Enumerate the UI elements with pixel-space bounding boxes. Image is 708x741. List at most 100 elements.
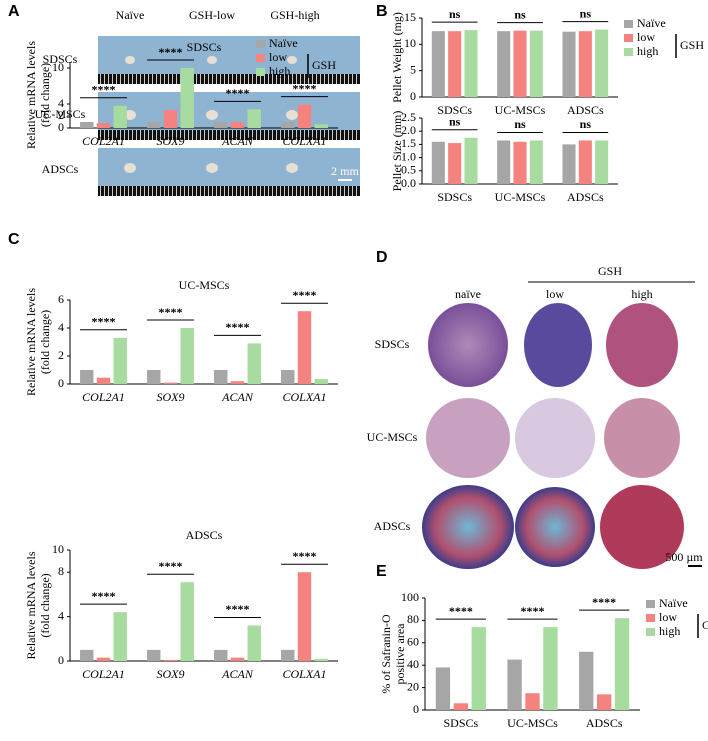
ruler: [98, 130, 360, 140]
significance-label: ****: [226, 602, 250, 616]
x-tick-label: SOX9: [157, 390, 185, 404]
bar: [80, 370, 94, 384]
y-tick-label: 4: [58, 320, 64, 334]
y-tick-label: 2.0: [401, 123, 416, 137]
x-tick-label: COL2A1: [82, 134, 125, 148]
legend-label: Naïve: [659, 596, 688, 610]
bar: [513, 30, 527, 97]
legend-group-label: GSH: [680, 38, 704, 52]
significance-label: ns: [449, 7, 461, 21]
y-tick-label: 2.5: [401, 110, 416, 124]
panel-letter: E: [376, 563, 387, 580]
x-tick-label: SDSCs: [443, 716, 478, 730]
x-tick-label: COLXA1: [282, 390, 326, 404]
bar: [180, 68, 194, 128]
significance-label: ns: [449, 115, 461, 129]
bar: [562, 144, 576, 184]
chart-title: SDSCs: [187, 40, 222, 54]
bar: [314, 124, 328, 128]
y-axis-label: Pellet Weight (mg): [390, 12, 404, 103]
bar: [471, 627, 486, 710]
bar: [180, 582, 194, 661]
x-tick-label: ADSCs: [567, 190, 604, 204]
significance-label: ****: [159, 559, 183, 573]
column-label: GSH-high: [270, 8, 319, 22]
pellets: [124, 56, 298, 173]
significance-label: ****: [226, 320, 250, 334]
significance-label: ****: [226, 86, 250, 100]
bar: [314, 658, 328, 661]
column-label: low: [546, 287, 564, 301]
legend-swatch: [256, 68, 265, 76]
legend-label: Naïve: [637, 16, 666, 30]
significance-label: ****: [592, 595, 616, 609]
panel-letter: D: [376, 249, 388, 266]
legend-group-label: GSH: [702, 618, 708, 632]
y-tick-label: 1.0: [401, 149, 416, 163]
legend-swatch: [624, 20, 633, 28]
bar: [147, 122, 161, 128]
significance-label: ns: [514, 7, 526, 21]
bar: [230, 122, 245, 128]
x-tick-label: UC-MSCs: [495, 103, 546, 117]
y-tick-label: 2: [58, 108, 64, 122]
bar: [113, 612, 127, 661]
legend-group-label: GSH: [312, 58, 336, 72]
x-tick-label: SOX9: [157, 134, 185, 148]
significance-label: ns: [514, 117, 526, 131]
bar: [513, 141, 527, 184]
bar: [147, 370, 161, 384]
bar: [297, 311, 312, 384]
significance-label: ****: [92, 589, 116, 603]
significance-label: ****: [159, 305, 183, 319]
column-label: GSH-low: [189, 8, 235, 22]
chart-title: UC-MSCs: [179, 278, 230, 292]
bar: [435, 667, 451, 710]
x-tick-label: UC-MSCs: [495, 190, 546, 204]
bar: [464, 137, 478, 184]
bar: [281, 370, 295, 384]
bar: [230, 657, 245, 661]
bar: [543, 627, 558, 710]
y-tick-label: 100: [401, 590, 419, 604]
column-label: high: [631, 287, 652, 301]
y-axis-label: (fold change): [38, 573, 52, 637]
bar: [163, 382, 178, 384]
legend-swatch: [624, 48, 633, 56]
x-tick-label: SDSCs: [437, 190, 472, 204]
bar: [163, 659, 178, 661]
bar: [497, 31, 511, 98]
bar: [214, 649, 228, 661]
y-tick-label: 6: [58, 292, 64, 306]
bar: [180, 328, 194, 384]
row-label: ADSCs: [374, 519, 411, 533]
y-tick-label: 20: [407, 679, 419, 693]
x-tick-label: ADSCs: [567, 103, 604, 117]
panel-letter: B: [376, 3, 388, 20]
bar: [147, 649, 161, 661]
significance-label: ****: [449, 604, 473, 618]
x-tick-label: ADSCs: [586, 716, 623, 730]
y-axis-label: % of Safranin-O: [379, 614, 393, 694]
panel-letter: A: [8, 3, 20, 20]
legend-label: Naïve: [269, 36, 298, 50]
y-tick-label: 0: [58, 120, 64, 134]
legend-swatch: [256, 40, 265, 48]
scale-label: 2 mm: [331, 164, 359, 178]
bar: [578, 140, 592, 184]
column-label: Naïve: [116, 8, 145, 22]
bar: [297, 572, 312, 661]
y-tick-label: 80: [407, 612, 419, 626]
y-tick-label: 0.0: [401, 176, 416, 190]
legend-label: low: [659, 610, 677, 624]
bar: [113, 105, 127, 128]
y-tick-label: 5: [410, 62, 416, 76]
y-tick-label: 40: [407, 657, 419, 671]
bar: [214, 370, 228, 384]
bar: [281, 649, 295, 661]
row-label: ADSCs: [42, 162, 79, 176]
y-tick-label: 0: [58, 376, 64, 390]
y-axis-label: Relative mRNA levels: [24, 41, 38, 149]
legend-label: low: [269, 50, 287, 64]
significance-label: ****: [92, 315, 116, 329]
